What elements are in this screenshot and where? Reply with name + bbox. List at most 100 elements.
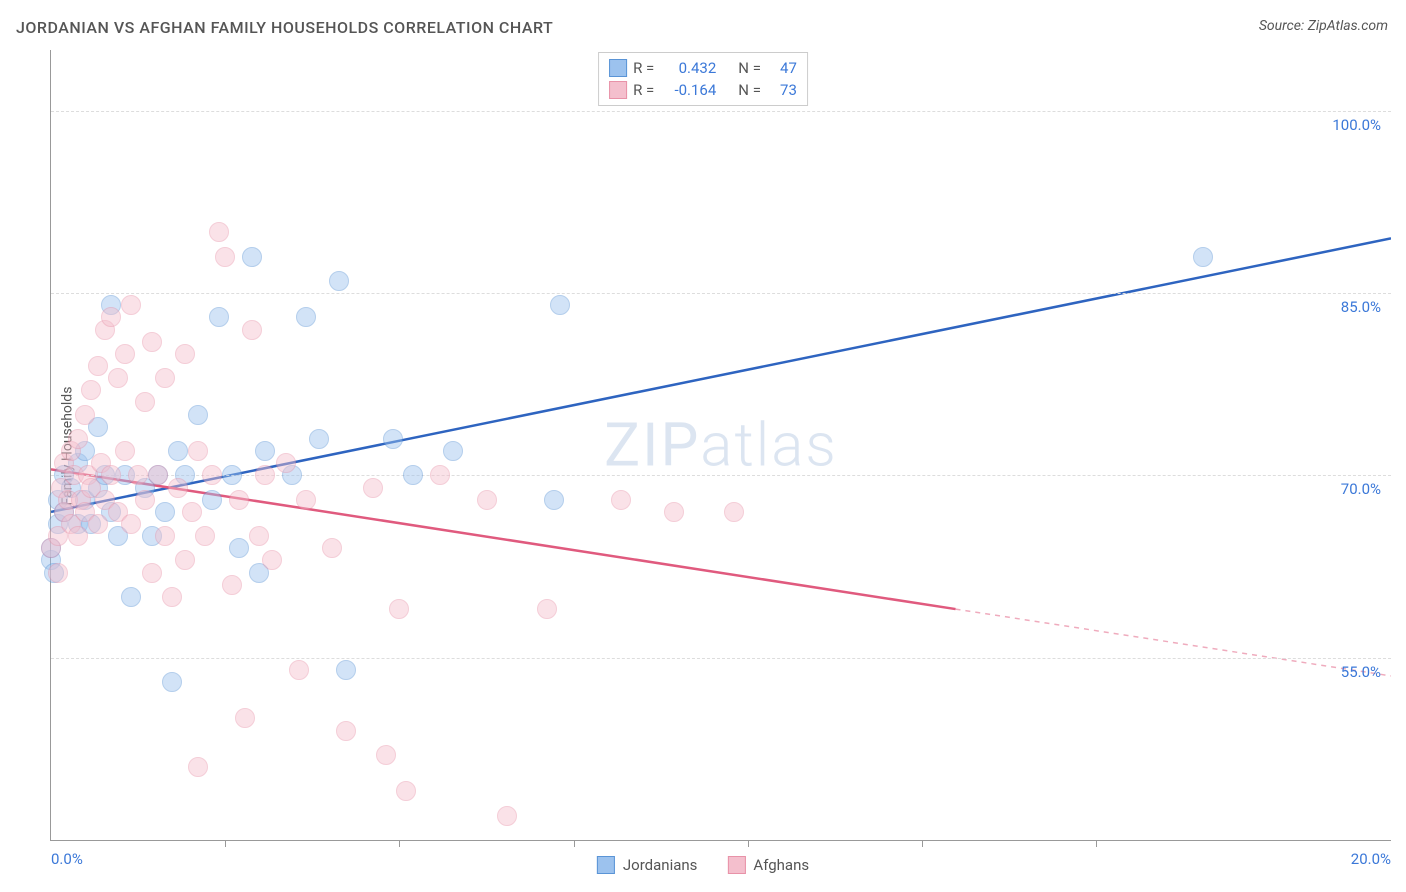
scatter-point (222, 465, 242, 485)
scatter-point (162, 587, 182, 607)
scatter-point (142, 563, 162, 583)
r-label: R = (633, 59, 654, 77)
scatter-point (155, 502, 175, 522)
scatter-point (81, 380, 101, 400)
scatter-point (336, 721, 356, 741)
scatter-point (443, 441, 463, 461)
scatter-point (128, 465, 148, 485)
scatter-point (276, 453, 296, 473)
scatter-point (135, 490, 155, 510)
legend-swatch (609, 81, 627, 99)
scatter-point (168, 478, 188, 498)
scatter-point (389, 599, 409, 619)
scatter-point (175, 344, 195, 364)
scatter-point (664, 502, 684, 522)
scatter-point (550, 295, 570, 315)
legend-row: R = -0.164 N = 73 (609, 79, 797, 101)
legend-swatch (597, 856, 615, 874)
scatter-point (182, 502, 202, 522)
scatter-point (296, 307, 316, 327)
scatter-point (155, 526, 175, 546)
scatter-point (296, 490, 316, 510)
n-value: 47 (767, 59, 797, 77)
x-tick (574, 840, 575, 847)
legend-row: R = 0.432 N = 47 (609, 57, 797, 79)
x-tick (922, 840, 923, 847)
scatter-point (477, 490, 497, 510)
scatter-point (242, 320, 262, 340)
scatter-point (101, 307, 121, 327)
series-name: Jordanians (623, 856, 698, 874)
scatter-point (195, 526, 215, 546)
x-min-label: 0.0% (51, 850, 83, 868)
scatter-point (229, 538, 249, 558)
legend-swatch (727, 856, 745, 874)
watermark-bold: ZIP (604, 410, 700, 481)
scatter-point (108, 368, 128, 388)
scatter-point (188, 405, 208, 425)
r-value: -0.164 (660, 81, 716, 99)
scatter-point (383, 429, 403, 449)
watermark: ZIPatlas (604, 410, 838, 481)
scatter-point (209, 222, 229, 242)
r-label: R = (633, 81, 654, 99)
gridline (51, 293, 1391, 294)
gridline (51, 111, 1391, 112)
scatter-point (188, 441, 208, 461)
scatter-point (336, 660, 356, 680)
y-tick-label: 55.0% (1341, 663, 1381, 681)
y-tick-label: 70.0% (1341, 480, 1381, 498)
scatter-point (121, 514, 141, 534)
y-tick-label: 85.0% (1341, 298, 1381, 316)
scatter-point (168, 441, 188, 461)
plot-area: ZIPatlas 55.0%70.0%85.0%100.0%0.0%20.0% (50, 50, 1391, 841)
scatter-point (611, 490, 631, 510)
x-tick (399, 840, 400, 847)
r-value: 0.432 (660, 59, 716, 77)
scatter-point (255, 441, 275, 461)
scatter-point (48, 563, 68, 583)
legend-swatch (609, 59, 627, 77)
scatter-point (1193, 247, 1213, 267)
scatter-point (202, 465, 222, 485)
scatter-point (148, 465, 168, 485)
scatter-point (544, 490, 564, 510)
scatter-point (115, 344, 135, 364)
series-name: Afghans (753, 856, 809, 874)
scatter-point (724, 502, 744, 522)
scatter-point (229, 490, 249, 510)
scatter-point (121, 587, 141, 607)
scatter-point (188, 757, 208, 777)
scatter-point (75, 405, 95, 425)
scatter-point (215, 247, 235, 267)
scatter-point (376, 745, 396, 765)
scatter-point (396, 781, 416, 801)
scatter-point (322, 538, 342, 558)
n-label: N = (738, 59, 761, 77)
scatter-point (175, 550, 195, 570)
legend-item: Afghans (727, 856, 809, 874)
scatter-point (537, 599, 557, 619)
scatter-point (222, 575, 242, 595)
series-legend: Jordanians Afghans (597, 856, 809, 874)
scatter-point (329, 271, 349, 291)
scatter-point (142, 332, 162, 352)
scatter-point (209, 307, 229, 327)
n-value: 73 (767, 81, 797, 99)
chart-container: JORDANIAN VS AFGHAN FAMILY HOUSEHOLDS CO… (0, 0, 1406, 892)
n-label: N = (738, 81, 761, 99)
scatter-point (262, 550, 282, 570)
x-tick (1096, 840, 1097, 847)
scatter-point (115, 441, 135, 461)
scatter-point (255, 465, 275, 485)
source-label: Source: (1259, 18, 1308, 34)
scatter-point (497, 806, 517, 826)
scatter-point (88, 514, 108, 534)
source-citation: Source: ZipAtlas.com (1259, 18, 1388, 34)
scatter-point (242, 247, 262, 267)
scatter-point (235, 708, 255, 728)
scatter-point (363, 478, 383, 498)
scatter-point (430, 465, 450, 485)
scatter-point (162, 672, 182, 692)
scatter-point (289, 660, 309, 680)
